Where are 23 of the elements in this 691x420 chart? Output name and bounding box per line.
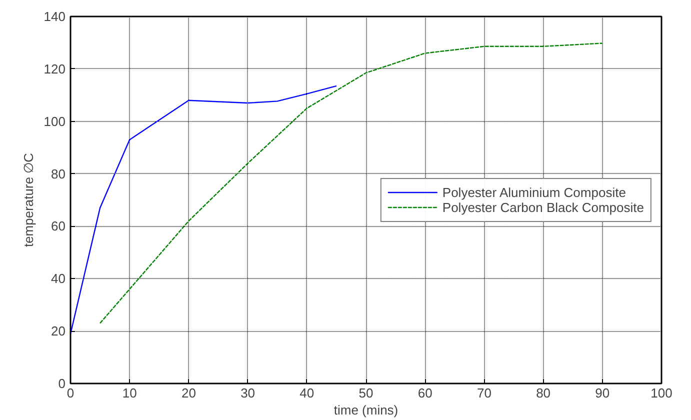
y-tick-label: 40 [51, 271, 66, 286]
x-tick-label: 20 [181, 386, 196, 400]
x-tick-label: 100 [650, 386, 672, 400]
x-tick-label: 80 [536, 386, 551, 400]
y-tick-label: 80 [51, 166, 66, 182]
x-tick-label: 10 [122, 386, 137, 400]
y-tick-label: 140 [44, 9, 66, 24]
y-tick-label: 0 [58, 376, 66, 391]
x-tick-label: 60 [418, 386, 432, 400]
x-tick-label: 50 [358, 386, 374, 400]
x-tick-label: 90 [595, 386, 610, 400]
x-tick-label: 70 [476, 386, 492, 400]
y-tick-label: 20 [51, 324, 66, 339]
line-series [70, 85, 338, 334]
x-tick-label: 30 [240, 386, 256, 400]
y-tick-label: 60 [51, 218, 66, 234]
x-axis-title: time (mins) [334, 402, 398, 418]
legend-label: Polyester Carbon Black Composite [442, 200, 644, 214]
y-tick-label: 120 [44, 61, 66, 76]
y-axis-title: temperature ∅C [20, 152, 36, 248]
x-tick-label: 40 [300, 386, 314, 400]
y-tick-label: 100 [44, 114, 66, 129]
legend-label: Polyester Aluminium Composite [442, 184, 626, 200]
